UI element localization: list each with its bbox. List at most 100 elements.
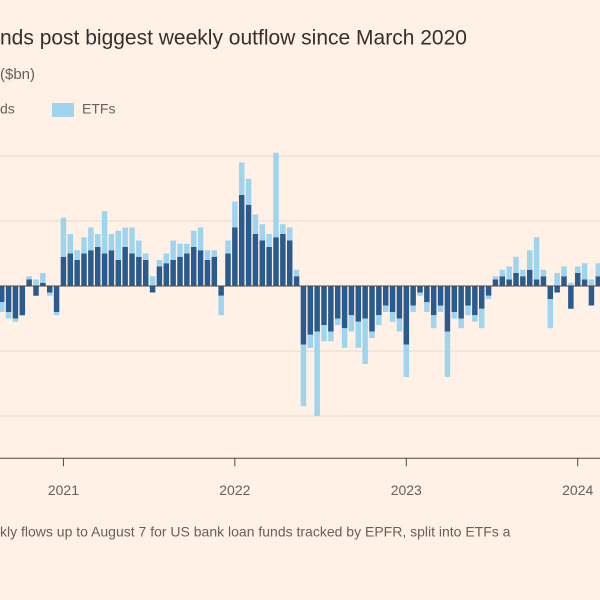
bar-segment [211,256,218,286]
bar-segment [472,315,478,322]
bar-segment [520,269,526,277]
bar-segment [444,286,451,332]
bar-segment [26,276,32,280]
bar-segment [506,266,512,280]
bar-segment [280,234,286,286]
bar-segment [568,282,574,286]
bar-segment [499,269,506,277]
bar-segment [259,224,266,241]
bar-segment [115,260,122,286]
bar-segment [334,286,341,319]
bar-segment [40,273,46,283]
bar-segment [142,260,149,286]
bar-segment [465,286,471,306]
source-note: kly flows up to August 7 for US bank loa… [0,524,511,540]
bar-segment [595,263,600,277]
bar-segment [540,276,547,286]
bar-segment [561,276,567,286]
bar-segment [19,286,26,316]
bar-segment [293,276,300,286]
bar-segment [74,260,80,286]
bar-segment [554,286,560,293]
bar-segment [273,152,279,238]
bar-segment [478,308,485,329]
bar-segment [245,204,252,286]
x-tick-label: 2023 [391,482,422,498]
bar-segment [362,318,368,364]
bar-segment [437,286,444,306]
bar-segment [252,214,259,234]
bar-segment [33,286,39,296]
bar-segment [232,201,238,228]
bar-segment [163,263,170,286]
bar-segment [513,256,519,273]
bar-segment [321,286,327,325]
bar-segment [499,276,506,286]
bar-segment [485,295,492,299]
bar-segment [520,276,526,286]
bar-segment [170,260,176,286]
bar-segment [382,286,389,306]
bar-segment [60,217,67,257]
bar-segment [355,286,362,322]
bar-segment [492,279,499,286]
bar-segment [568,286,574,309]
bar-segment [53,286,60,312]
bar-segment [526,269,533,286]
bar-segment [74,250,80,260]
bar-segment [53,312,60,316]
bar-segment [396,286,403,319]
bar-segment [190,247,197,286]
bar-segment [252,234,259,286]
bar-segment [472,286,478,316]
bar-segment [307,286,314,335]
x-tick-label: 2024 [562,482,593,498]
bar-segment [46,286,53,293]
bar-segment [101,211,108,254]
bar-segment [225,253,231,286]
bar-segment [526,250,533,270]
bar-segment [266,247,272,286]
chart-title: nds post biggest weekly outflow since Ma… [0,27,467,50]
bar-segment [94,234,101,247]
bar-segment [142,253,149,260]
legend-label: ds [0,101,15,117]
chart-subtitle: ($bn) [0,66,35,83]
legend-label: ETFs [82,101,115,117]
bar-segment [26,279,32,286]
bar-segment [430,286,437,316]
bar-segment [286,240,293,286]
bar-segment [12,318,19,322]
bar-segment [348,286,355,316]
bar-segment [547,286,554,299]
bar-segment [5,312,12,319]
bar-segment [588,279,595,286]
bar-segment [286,227,293,241]
bar-segment [184,253,190,286]
bar-segment [300,344,307,407]
bar-segment [403,286,410,345]
bar-segment [156,266,163,286]
bar-segment [5,286,12,312]
bar-segment [410,286,416,306]
bar-segment [238,162,245,195]
bar-segment [334,318,341,325]
bar-segment [369,286,375,332]
bar-segment [108,250,115,286]
bar-segment [478,286,485,309]
bar-segment [444,331,451,377]
bar-segment [238,195,245,286]
bar-segment [81,237,87,254]
bar-segment [232,227,238,286]
bar-segment [424,302,430,312]
bar-segment [204,260,211,286]
bar-segment [533,237,540,280]
bar-segment [218,286,224,296]
bar-segment [115,230,122,260]
bar-segment [129,227,135,254]
bar-segment [122,227,128,247]
bar-segment [0,286,5,303]
bar-segment [341,286,348,329]
bar-segment [101,253,108,286]
